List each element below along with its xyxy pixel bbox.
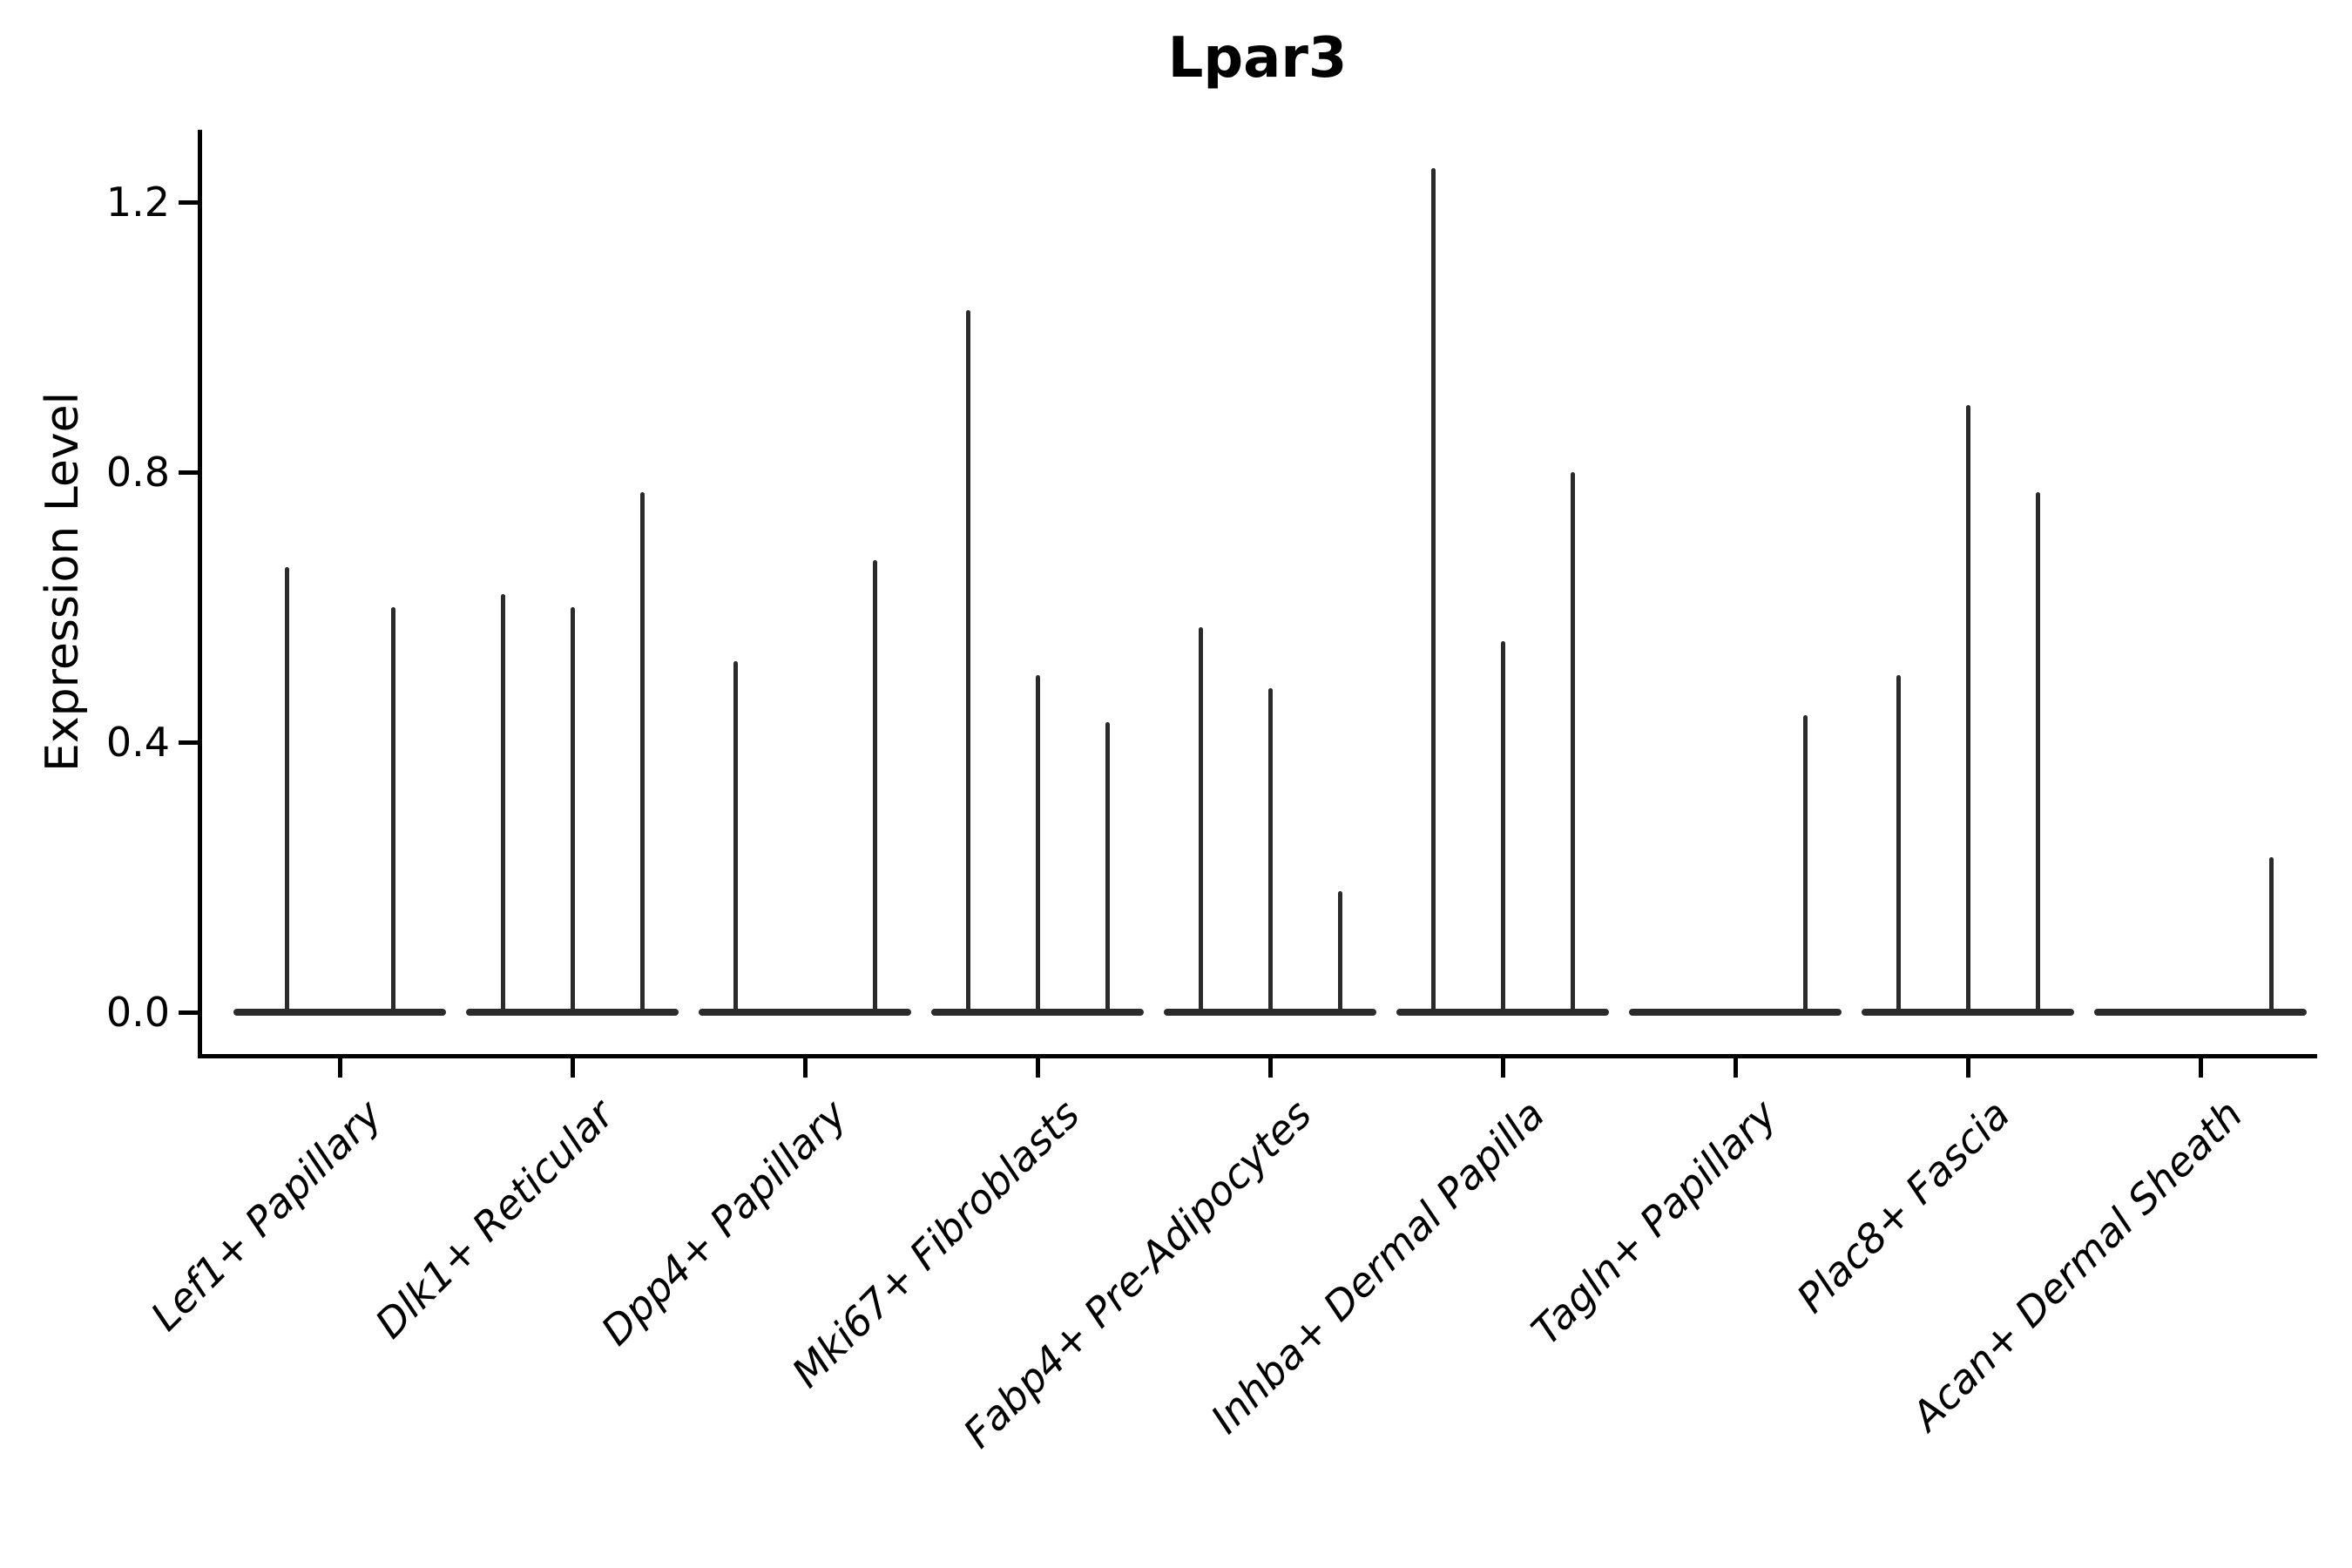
violin-baseline <box>233 1009 446 1016</box>
x-tick-label: Tagln+ Papillary <box>1522 1091 1787 1355</box>
y-tick <box>179 199 198 205</box>
x-tick-label: Dlk1+ Reticular <box>366 1091 624 1348</box>
violin-spike <box>1965 404 1970 1014</box>
x-tick-label: Lef1+ Papillary <box>141 1091 391 1340</box>
y-tick-label: 1.2 <box>105 179 170 226</box>
violin-spike <box>2035 492 2040 1014</box>
violin-spike <box>284 566 289 1014</box>
violin-spike <box>1430 168 1436 1014</box>
chart-title: Lpar3 <box>1167 26 1348 91</box>
violin-spike <box>390 607 395 1014</box>
x-tick <box>1267 1058 1273 1078</box>
violin-spike <box>1896 674 1901 1014</box>
y-tick-label: 0.0 <box>105 989 170 1036</box>
y-tick <box>179 470 198 475</box>
violin-baseline <box>699 1009 911 1016</box>
violin-spike <box>1105 721 1110 1014</box>
x-tick <box>2198 1058 2203 1078</box>
violin-spike <box>1035 674 1040 1014</box>
violin-spike <box>1267 688 1273 1014</box>
violin-spike <box>872 559 877 1014</box>
violin-spike <box>1500 640 1505 1014</box>
y-axis-spine <box>198 130 202 1058</box>
x-tick <box>802 1058 808 1078</box>
violin-spike <box>2268 856 2274 1014</box>
violin-spike <box>639 492 645 1014</box>
violin-spike <box>733 661 738 1014</box>
x-tick <box>1035 1058 1040 1078</box>
x-tick-label: Plac8+ Fascia <box>1787 1091 2019 1322</box>
y-tick-label: 0.4 <box>105 719 170 766</box>
violin-spike <box>1802 715 1808 1014</box>
violin-baseline <box>2094 1009 2307 1016</box>
violin-spike <box>570 607 575 1014</box>
y-tick <box>179 1010 198 1015</box>
x-tick-label: Dpp4+ Papillary <box>591 1091 856 1355</box>
y-tick-label: 0.8 <box>105 449 170 496</box>
violin-spike <box>500 593 505 1014</box>
violin-spike <box>1570 472 1575 1014</box>
violin-spike <box>1198 627 1203 1014</box>
x-tick <box>1500 1058 1505 1078</box>
x-tick <box>1733 1058 1738 1078</box>
x-tick <box>337 1058 342 1078</box>
violin-spike <box>965 310 970 1014</box>
x-tick <box>570 1058 575 1078</box>
x-axis-spine <box>198 1054 2317 1058</box>
x-tick <box>1965 1058 1970 1078</box>
violin-spike <box>1337 890 1342 1014</box>
y-tick <box>179 740 198 745</box>
violin-baseline <box>1629 1009 1842 1016</box>
